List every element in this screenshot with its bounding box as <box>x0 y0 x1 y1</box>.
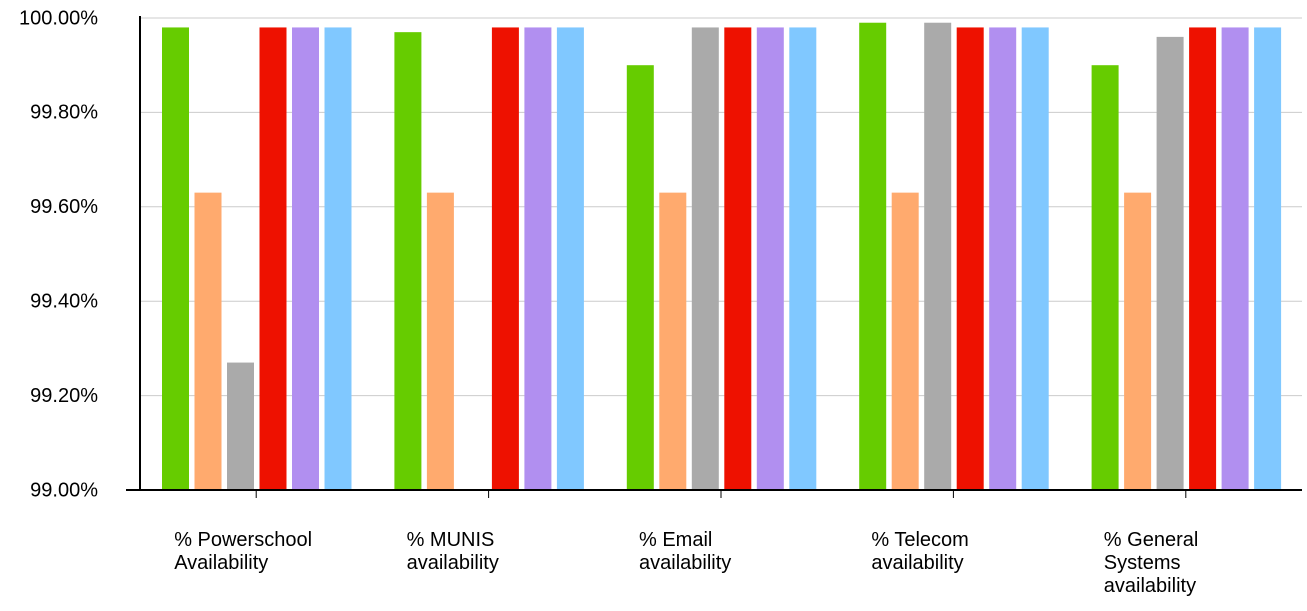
bar <box>1091 65 1119 490</box>
bar <box>789 27 817 490</box>
x-tick-label-line: Systems <box>1104 552 1181 574</box>
x-tick-label-line: % MUNIS <box>407 529 495 551</box>
y-tick-label: 99.00% <box>30 479 98 501</box>
x-tick-label: % MUNIS availability <box>407 529 499 574</box>
bar <box>859 22 887 490</box>
bar <box>1124 192 1152 490</box>
bar <box>426 192 454 490</box>
bar <box>1189 27 1217 490</box>
bar <box>556 27 584 490</box>
bar <box>162 27 189 490</box>
bar <box>292 27 319 490</box>
bar <box>691 27 719 490</box>
bar <box>324 27 352 490</box>
bars <box>162 22 1282 490</box>
bar <box>626 65 654 490</box>
y-tick-label: 99.60% <box>30 196 98 218</box>
x-tick-label-line: % Powerschool <box>174 529 312 551</box>
y-tick-label: 99.40% <box>30 290 98 312</box>
bar <box>724 27 752 490</box>
bar <box>891 192 919 490</box>
bar <box>956 27 984 490</box>
bar <box>1254 27 1282 490</box>
y-axis-tick-labels: 99.00% 99.20% 99.40% 99.60% 99.80% 100.00% <box>19 7 98 501</box>
bar <box>394 32 422 490</box>
y-tick-label: 99.80% <box>30 102 98 124</box>
bar <box>491 27 519 490</box>
bar <box>524 27 552 490</box>
x-tick-label-line: % Telecom <box>871 529 968 551</box>
bar <box>989 27 1017 490</box>
bar <box>1021 27 1049 490</box>
x-tick-label-line: availability <box>407 552 499 574</box>
bar <box>756 27 784 490</box>
x-axis-tick-labels: % Powerschool Availability% MUNIS availabi… <box>174 529 1198 597</box>
x-tick-label-line: % Email <box>639 529 712 551</box>
x-tick-label: % Email availability <box>639 529 731 574</box>
x-tick-label-line: Availability <box>174 552 268 574</box>
y-tick-label: 99.20% <box>30 385 98 407</box>
axes <box>126 16 1302 498</box>
x-tick-label: % Powerschool Availability <box>174 529 312 574</box>
bar <box>1156 36 1184 490</box>
bar <box>259 27 287 490</box>
bar <box>659 192 687 490</box>
bar <box>194 192 222 490</box>
x-tick-label-line: % General <box>1104 529 1199 551</box>
x-tick-label: % General Systems availability <box>1104 529 1199 597</box>
bar <box>227 362 254 490</box>
x-tick-label-line: availability <box>1104 575 1196 597</box>
bar <box>924 22 952 490</box>
x-tick-label-line: availability <box>639 552 731 574</box>
bar <box>1221 27 1249 490</box>
y-tick-label: 100.00% <box>19 7 98 29</box>
x-tick-label-line: availability <box>871 552 963 574</box>
x-tick-label: % Telecom availability <box>871 529 968 574</box>
